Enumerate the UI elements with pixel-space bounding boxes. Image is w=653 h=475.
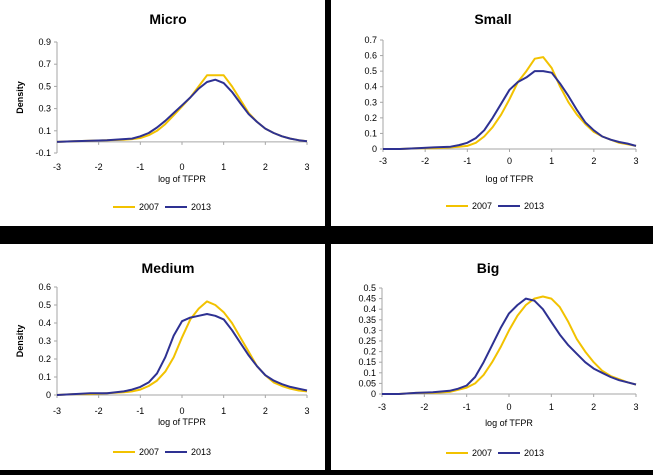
y-tick-label: 0.2 xyxy=(364,113,377,123)
series-line-2013 xyxy=(56,78,308,143)
legend-label: 2007 xyxy=(139,202,159,212)
y-tick-label: 0.2 xyxy=(363,347,376,357)
panel-big: Big 0 0.05 0.1 0.15 0.2 0.25 0.3 0.35 0.4 0.45 0.5-… xyxy=(331,244,653,470)
y-tick-label: 0.15 xyxy=(358,357,376,367)
series-line-2013 xyxy=(383,70,637,150)
legend-label: 2013 xyxy=(524,448,544,458)
y-tick-label: 0.2 xyxy=(38,354,51,364)
chart-small: Small 0 0.1 0.2 0.3 0.4 0.5 0.6 0.7 -3 -2 -1 0 1 2 3 log… xyxy=(364,11,638,211)
y-tick-label: 0.5 xyxy=(363,283,376,293)
y-tick-label: 0 xyxy=(372,144,377,154)
x-tick-label: 1 xyxy=(221,162,226,172)
legend-label: 2013 xyxy=(191,202,211,212)
y-tick-label: 0.3 xyxy=(38,336,51,346)
x-tick-label: -2 xyxy=(95,162,103,172)
x-tick-label: 3 xyxy=(304,406,309,416)
chart-title: Medium xyxy=(142,260,195,276)
y-tick-label: 0.45 xyxy=(358,294,376,304)
legend-label: 2013 xyxy=(191,447,211,457)
series-line-2013 xyxy=(382,297,637,395)
x-tick-label: -2 xyxy=(420,402,428,412)
chart-micro: Micro -0.1 0.1 0.3 0.5 0.7 0.9 -3 -2 -1 0 1 2 3 log of… xyxy=(15,11,310,212)
legend-label: 2007 xyxy=(472,201,492,211)
x-tick-label: -1 xyxy=(463,402,471,412)
x-tick-label: 1 xyxy=(549,402,554,412)
x-axis-label: log of TFPR xyxy=(158,174,206,184)
y-tick-label: 0.1 xyxy=(38,126,51,136)
x-tick-label: -3 xyxy=(378,402,386,412)
y-axis-label: Density xyxy=(15,325,25,358)
x-tick-label: -2 xyxy=(421,156,429,166)
x-axis-label: log of TFPR xyxy=(486,174,534,184)
y-tick-label: 0.9 xyxy=(38,37,51,47)
y-tick-label: 0.5 xyxy=(38,81,51,91)
x-tick-label: -2 xyxy=(95,406,103,416)
series-line-2007 xyxy=(382,295,637,395)
x-axis-label: log of TFPR xyxy=(158,417,206,427)
legend-label: 2007 xyxy=(139,447,159,457)
x-tick-label: 2 xyxy=(591,402,596,412)
y-tick-label: 0.25 xyxy=(358,336,376,346)
y-tick-label: -0.1 xyxy=(35,148,51,158)
y-tick-label: 0.35 xyxy=(358,315,376,325)
panel-medium: Medium 0 0.1 0.2 0.3 0.4 0.5 0.6 -3 -2 -1 0 1 2 3 log o… xyxy=(0,244,325,470)
legend-label: 2013 xyxy=(524,201,544,211)
x-tick-label: -1 xyxy=(136,162,144,172)
x-tick-label: 1 xyxy=(221,406,226,416)
chart-title: Micro xyxy=(149,11,186,27)
chart-title: Small xyxy=(474,11,511,27)
y-tick-label: 0.5 xyxy=(364,66,377,76)
y-tick-label: 0.7 xyxy=(38,59,51,69)
x-tick-label: 0 xyxy=(507,156,512,166)
y-tick-label: 0 xyxy=(371,389,376,399)
y-tick-label: 0.7 xyxy=(364,35,377,45)
panel-micro: Micro -0.1 0.1 0.3 0.5 0.7 0.9 -3 -2 -1 0 1 2 3 log of… xyxy=(0,0,325,226)
y-tick-label: 0.5 xyxy=(38,300,51,310)
x-tick-label: 2 xyxy=(591,156,596,166)
y-tick-label: 0.3 xyxy=(363,325,376,335)
x-tick-label: 3 xyxy=(633,402,638,412)
x-tick-label: -1 xyxy=(463,156,471,166)
panel-small: Small 0 0.1 0.2 0.3 0.4 0.5 0.6 0.7 -3 -2 -1 0 1 2 3 log… xyxy=(331,0,653,226)
x-tick-label: 1 xyxy=(549,156,554,166)
y-tick-label: 0.05 xyxy=(358,378,376,388)
y-tick-label: 0.4 xyxy=(363,304,376,314)
y-tick-label: 0.1 xyxy=(364,128,377,138)
series-line-2007 xyxy=(56,300,308,396)
x-tick-label: 2 xyxy=(263,162,268,172)
chart-title: Big xyxy=(477,260,500,276)
y-axis-label: Density xyxy=(15,81,25,114)
x-tick-label: 2 xyxy=(263,406,268,416)
x-tick-label: 3 xyxy=(304,162,309,172)
x-tick-label: 0 xyxy=(179,162,184,172)
y-tick-label: 0.1 xyxy=(38,372,51,382)
x-axis-label: log of TFPR xyxy=(485,418,533,428)
chart-big: Big00.050.10.150.20.250.30.350.40.450.5-… xyxy=(358,260,638,458)
y-tick-label: 0 xyxy=(46,390,51,400)
y-tick-label: 0.6 xyxy=(38,282,51,292)
x-tick-label: -3 xyxy=(53,162,61,172)
x-tick-label: -1 xyxy=(136,406,144,416)
x-tick-label: 0 xyxy=(179,406,184,416)
x-tick-label: -3 xyxy=(379,156,387,166)
x-tick-label: 3 xyxy=(633,156,638,166)
series-line-2013 xyxy=(56,313,308,396)
y-tick-label: 0.3 xyxy=(364,97,377,107)
y-tick-label: 0.4 xyxy=(364,82,377,92)
y-tick-label: 0.6 xyxy=(364,51,377,61)
x-tick-label: -3 xyxy=(53,406,61,416)
series-line-2007 xyxy=(383,56,637,150)
chart-medium: Medium 0 0.1 0.2 0.3 0.4 0.5 0.6 -3 -2 -1 0 1 2 3 log o… xyxy=(15,260,310,457)
y-tick-label: 0.1 xyxy=(363,368,376,378)
y-tick-label: 0.4 xyxy=(38,318,51,328)
legend-label: 2007 xyxy=(472,448,492,458)
x-tick-label: 0 xyxy=(506,402,511,412)
y-tick-label: 0.3 xyxy=(38,104,51,114)
